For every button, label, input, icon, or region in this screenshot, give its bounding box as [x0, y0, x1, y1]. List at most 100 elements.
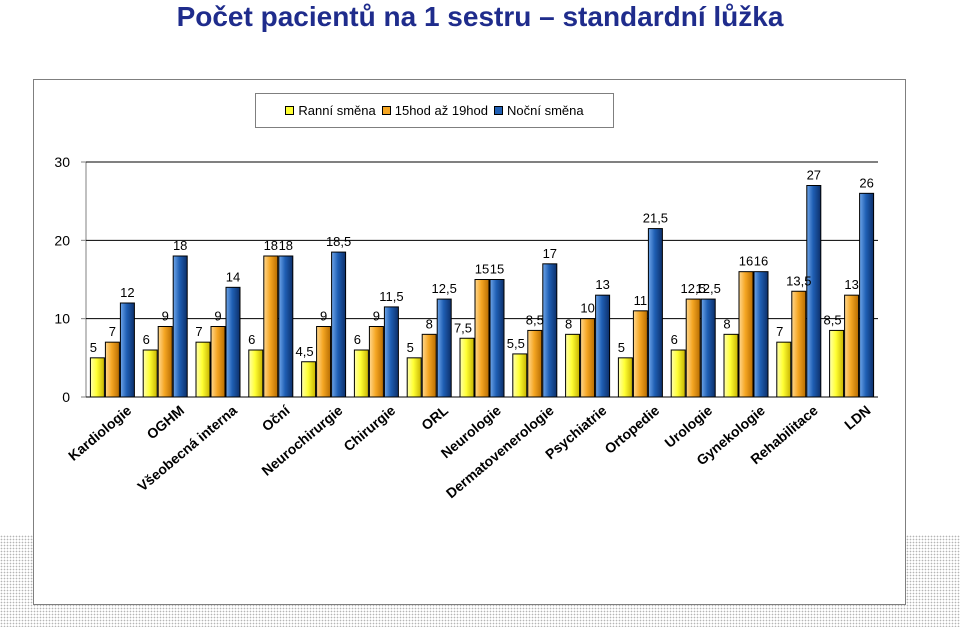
bar-ranni [406, 357, 422, 398]
bar-ranni [723, 333, 739, 398]
data-label-ranni: 6 [248, 332, 255, 347]
bar-odpoledne [316, 326, 332, 398]
data-label-nocni: 18,5 [326, 234, 351, 249]
bar-nocni [331, 251, 347, 398]
data-label-ranni: 7 [776, 324, 783, 339]
data-label-nocni: 15 [490, 262, 504, 277]
data-label-odpoledne: 11 [634, 293, 648, 308]
data-label-nocni: 16 [754, 254, 768, 269]
bar-ranni [248, 349, 264, 398]
category-label: Ortopedie [601, 402, 662, 457]
bar-ranni [565, 333, 581, 398]
bar-nocni [489, 279, 505, 398]
legend-item-ranni: Ranní směna [285, 103, 376, 118]
bar-ranni [512, 353, 528, 398]
y-tick-label: 30 [54, 154, 70, 170]
data-label-nocni: 18 [279, 238, 293, 253]
bar-odpoledne [104, 341, 120, 398]
data-label-nocni: 18 [173, 238, 187, 253]
data-label-odpoledne: 12,5 [681, 281, 706, 296]
data-label-ranni: 6 [143, 332, 150, 347]
bar-ranni [617, 357, 633, 398]
y-tick-label: 0 [62, 389, 70, 405]
bar-odpoledne [632, 310, 648, 398]
data-label-nocni: 12,5 [696, 281, 721, 296]
data-label-odpoledne: 10 [580, 301, 594, 316]
category-label: LDN [841, 402, 873, 433]
bar-odpoledne [421, 333, 437, 398]
data-label-odpoledne: 7 [109, 324, 116, 339]
data-label-ranni: 8 [565, 316, 572, 331]
category-label: Všeobecná interna [134, 402, 240, 494]
data-label-ranni: 8,5 [824, 312, 842, 327]
bar-nocni [278, 255, 294, 398]
bar-odpoledne [263, 255, 279, 398]
bar-ranni [829, 329, 845, 398]
data-label-nocni: 27 [807, 168, 821, 183]
bar-ranni [89, 357, 105, 398]
legend-item-odpoledne: 15hod až 19hod [381, 103, 488, 118]
bar-odpoledne [210, 326, 226, 398]
bars-layer [89, 185, 875, 398]
legend-swatch-ranni [285, 106, 295, 115]
data-label-odpoledne: 9 [373, 309, 380, 324]
data-label-nocni: 14 [226, 269, 240, 284]
category-label: ORL [418, 402, 451, 434]
bar-odpoledne [685, 298, 701, 398]
bar-nocni [595, 294, 611, 398]
data-label-ranni: 6 [354, 332, 361, 347]
data-label-ranni: 6 [671, 332, 678, 347]
data-label-odpoledne: 15 [475, 262, 489, 277]
bar-ranni [670, 349, 686, 398]
data-label-nocni: 17 [543, 246, 557, 261]
bar-ranni [353, 349, 369, 398]
bar-nocni [436, 298, 452, 398]
data-label-nocni: 21,5 [643, 211, 668, 226]
bar-ranni [776, 341, 792, 398]
data-label-odpoledne: 9 [214, 309, 221, 324]
bar-nocni [859, 192, 875, 398]
bar-odpoledne [580, 318, 596, 398]
bar-nocni [172, 255, 188, 398]
data-label-odpoledne: 13,5 [786, 273, 811, 288]
data-label-odpoledne: 8,5 [526, 312, 544, 327]
bar-nocni [225, 286, 241, 398]
category-label: Chirurgie [340, 402, 398, 454]
y-tick-label: 10 [54, 311, 70, 327]
bar-odpoledne [474, 279, 490, 398]
bar-ranni [142, 349, 158, 398]
bar-odpoledne [368, 326, 384, 398]
bar-nocni [119, 302, 135, 398]
bar-odpoledne [738, 271, 754, 398]
bar-nocni [647, 228, 663, 398]
data-label-nocni: 13 [595, 277, 609, 292]
bar-nocni [542, 263, 558, 398]
data-label-odpoledne: 9 [320, 309, 327, 324]
data-label-nocni: 12 [120, 285, 134, 300]
legend-item-nocni: Noční směna [494, 103, 584, 118]
legend-swatch-nocni [494, 106, 503, 115]
bar-odpoledne [157, 326, 173, 398]
bar-ranni [301, 361, 317, 398]
data-label-odpoledne: 18 [264, 238, 278, 253]
y-tick-label: 20 [54, 232, 70, 248]
data-label-ranni: 5,5 [507, 336, 525, 351]
data-label-ranni: 7,5 [454, 320, 472, 335]
data-label-nocni: 12,5 [432, 281, 457, 296]
legend-label-odpoledne: 15hod až 19hod [394, 103, 488, 118]
data-label-odpoledne: 9 [162, 309, 169, 324]
bar-nocni [806, 185, 822, 398]
bar-ranni [459, 337, 475, 398]
bar-odpoledne [844, 294, 860, 398]
bar-odpoledne [527, 329, 543, 398]
legend-label-ranni: Ranní směna [298, 103, 376, 118]
data-label-ranni: 5 [407, 340, 414, 355]
data-label-odpoledne: 16 [739, 254, 753, 269]
legend-label-nocni: Noční směna [507, 103, 584, 118]
bar-nocni [383, 306, 399, 398]
bar-nocni [753, 271, 769, 398]
data-label-ranni: 5 [90, 340, 97, 355]
page-title: Počet pacientů na 1 sestru – standardní … [176, 1, 784, 32]
bar-ranni [195, 341, 211, 398]
